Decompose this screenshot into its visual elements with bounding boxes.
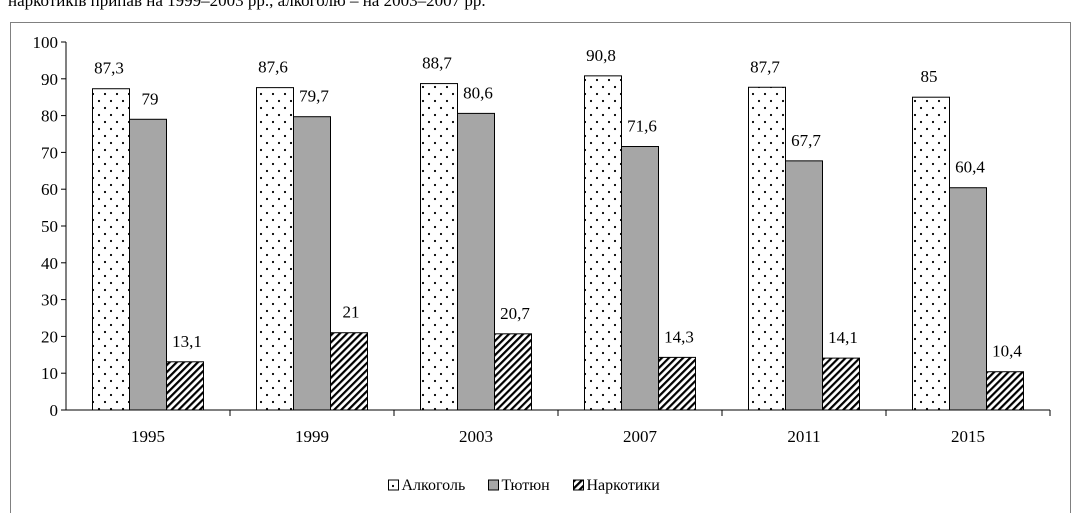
legend-swatch: [573, 479, 584, 491]
legend-label: Алкоголь: [402, 477, 466, 494]
value-label: 21: [343, 303, 360, 322]
legend-label: Наркотики: [587, 477, 661, 494]
legend-swatch: [488, 479, 499, 491]
x-tick-label: 1999: [295, 427, 329, 446]
value-label: 87,6: [258, 58, 288, 77]
value-label: 13,1: [172, 332, 202, 351]
document-text: наркотиків припав на 1999–2003 рр., алко…: [8, 0, 486, 10]
y-tick-label: 30: [41, 291, 58, 310]
value-label: 87,7: [750, 57, 780, 76]
bar: [166, 361, 204, 411]
bar: [420, 83, 458, 411]
value-label: 71,6: [627, 117, 657, 136]
legend-swatch: [388, 479, 399, 491]
bar: [457, 112, 495, 411]
bar: [330, 332, 368, 411]
x-tick-label: 2007: [623, 427, 658, 446]
chart-frame: [10, 22, 1071, 513]
y-tick-label: 70: [41, 143, 58, 162]
bar: [129, 118, 167, 411]
bar: [748, 86, 786, 411]
bar: [949, 187, 987, 411]
y-tick-label: 0: [50, 401, 59, 420]
value-label: 60,4: [955, 158, 985, 177]
value-label: 80,6: [463, 83, 493, 102]
value-label: 88,7: [422, 54, 452, 73]
value-label: 67,7: [791, 131, 821, 150]
bar: [785, 160, 823, 411]
y-tick-label: 10: [41, 364, 58, 383]
bar: [822, 357, 860, 411]
y-tick-label: 100: [33, 33, 59, 52]
bar: [912, 96, 950, 411]
x-tick-label: 2011: [787, 427, 820, 446]
bar: [658, 356, 696, 411]
value-label: 14,3: [664, 327, 694, 346]
value-label: 20,7: [500, 304, 530, 323]
x-tick-label: 2003: [459, 427, 493, 446]
bar: [621, 146, 659, 411]
x-tick-label: 2015: [951, 427, 985, 446]
bar: [584, 75, 622, 411]
y-tick-label: 20: [41, 327, 58, 346]
bar: [494, 333, 532, 411]
y-tick-label: 50: [41, 217, 58, 236]
y-tick-label: 40: [41, 254, 58, 273]
y-tick-label: 80: [41, 107, 58, 126]
value-label: 14,1: [828, 328, 858, 347]
legend-label: Тютюн: [502, 477, 551, 494]
y-tick-label: 90: [41, 70, 58, 89]
y-tick-label: 60: [41, 180, 58, 199]
bar: [986, 371, 1024, 411]
value-label: 85: [921, 67, 938, 86]
bar: [92, 88, 130, 411]
x-tick-label: 1995: [131, 427, 165, 446]
value-label: 87,3: [94, 59, 124, 78]
value-label: 10,4: [992, 342, 1022, 361]
value-label: 79: [142, 89, 159, 108]
value-label: 90,8: [586, 46, 616, 65]
bar: [256, 87, 294, 411]
bar: [293, 116, 331, 411]
value-label: 79,7: [299, 87, 329, 106]
